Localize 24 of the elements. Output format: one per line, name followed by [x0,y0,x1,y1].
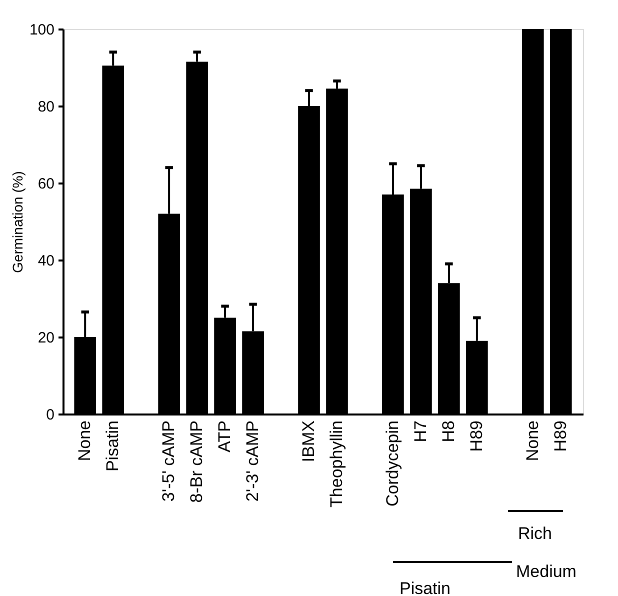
x-tick-label: H7 [410,420,430,442]
text: Medium [516,562,576,581]
y-tick-label: 0 [46,406,54,424]
text: Rich [518,524,552,543]
x-tick-label: None [522,420,542,462]
y-tick-label: 100 [29,22,54,38]
y-tick-label: 80 [38,98,54,116]
x-tick-label: Pisatin [103,420,122,472]
y-tick-label: 60 [38,176,54,192]
x-tick-label: IBMX [299,420,318,462]
y-tick-label: 40 [38,252,54,270]
x-tick-label: None [75,420,94,462]
x-tick-label: ATP [215,420,234,452]
x-tick-label: 8-Br cAMP [187,420,206,503]
x-tick-label: Cordycepin [382,420,402,506]
x-tick-label: 3'-5' cAMP [159,420,178,502]
x-tick-label: 2'-3' cAMP [243,420,262,502]
y-tick-label: 20 [38,330,54,346]
text: Pisatin [399,579,451,596]
x-tick-label: H8 [438,420,458,442]
y-axis-title: Germination (%) [9,171,26,273]
x-tick-label: H89 [550,420,570,452]
x-tick-label: Theophyllin [326,420,346,508]
x-tick-label: H89 [466,420,486,452]
